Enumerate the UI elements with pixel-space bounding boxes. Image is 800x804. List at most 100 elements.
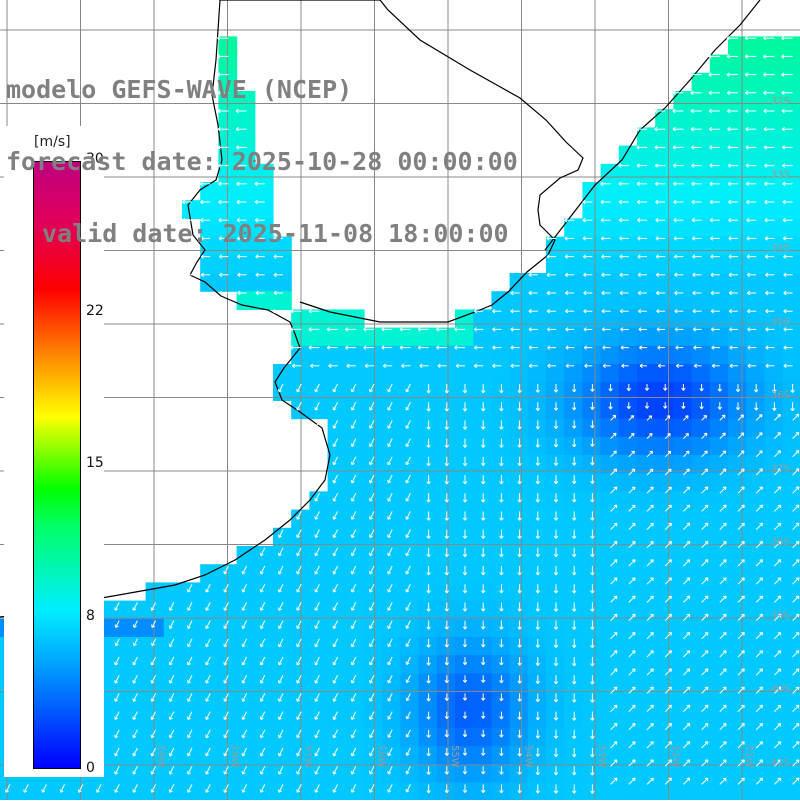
wind-speed-cell [473, 746, 492, 765]
wind-speed-cell [455, 692, 474, 711]
wind-speed-cell [328, 328, 347, 347]
wind-speed-cell [673, 127, 692, 146]
model-name: modelo GEFS-WAVE (NCEP) [6, 78, 518, 102]
wind-speed-cell [655, 200, 674, 219]
wind-speed-cell [619, 200, 638, 219]
valid-date: valid date: 2025-11-08 18:00:00 [6, 222, 518, 246]
wind-speed-cell [437, 692, 456, 711]
wind-speed-cell [764, 200, 783, 219]
wind-speed-cell [692, 419, 711, 438]
wind-speed-cell [619, 146, 638, 165]
wind-speed-cell [692, 382, 711, 401]
wind-speed-cell [655, 437, 674, 456]
colorbar-tick: 22 [86, 303, 104, 319]
wind-speed-cell [328, 346, 347, 365]
wind-speed-cell [746, 164, 765, 183]
wind-speed-cell [728, 783, 747, 800]
wind-speed-cell [655, 346, 674, 365]
wind-speed-cell [655, 382, 674, 401]
wind-speed-cell [710, 55, 729, 74]
wind-speed-cell [510, 273, 529, 292]
wind-speed-cell [728, 36, 747, 55]
wind-speed-cell [673, 437, 692, 456]
wind-speed-cell [673, 346, 692, 365]
wind-speed-cell [783, 419, 800, 438]
wind-speed-cell [455, 728, 474, 747]
wind-speed-cell [710, 146, 729, 165]
wind-speed-cell [710, 419, 729, 438]
wind-speed-cell [655, 109, 674, 128]
wind-speed-cell [710, 200, 729, 219]
longitude-label: 52W [670, 745, 681, 768]
wind-speed-cell [746, 73, 765, 92]
wind-speed-cell [746, 91, 765, 110]
wind-speed-cell [601, 200, 620, 219]
wind-speed-cell [437, 710, 456, 729]
wind-speed-cell [491, 692, 510, 711]
wind-speed-cell [601, 164, 620, 183]
wind-speed-cell [764, 146, 783, 165]
wind-speed-cell [783, 73, 800, 92]
wind-speed-cell [710, 127, 729, 146]
wind-speed-cell [382, 346, 401, 365]
wind-speed-cell [455, 328, 474, 347]
wind-speed-cell [728, 91, 747, 110]
wind-speed-cell [437, 728, 456, 747]
wind-speed-cell [419, 328, 438, 347]
wind-speed-cell [746, 182, 765, 201]
wind-speed-cell [710, 164, 729, 183]
wind-speed-cell [619, 783, 638, 800]
wind-speed-cell [692, 400, 711, 419]
wind-speed-cell [746, 127, 765, 146]
wind-speed-cell [692, 437, 711, 456]
wind-speed-cell [783, 109, 800, 128]
wind-speed-cell [783, 619, 800, 638]
wind-speed-cell [783, 200, 800, 219]
wind-speed-cell [582, 382, 601, 401]
wind-speed-cell [455, 673, 474, 692]
wind-speed-cell [619, 382, 638, 401]
wind-speed-cell [692, 364, 711, 383]
wind-speed-cell [619, 364, 638, 383]
latitude-label: 39S [771, 611, 790, 622]
wind-speed-cell [783, 473, 800, 492]
wind-speed-cell [619, 437, 638, 456]
latitude-label: 36S [771, 390, 790, 401]
wind-speed-cell [728, 73, 747, 92]
wind-speed-cell [637, 200, 656, 219]
map-title: modelo GEFS-WAVE (NCEP) forecast date: 2… [6, 30, 518, 270]
wind-speed-cell [510, 783, 529, 800]
wind-speed-cell [491, 710, 510, 729]
wind-speed-cell [655, 783, 674, 800]
colorbar-tick: 15 [86, 455, 104, 471]
wind-speed-cell [673, 91, 692, 110]
wind-speed-cell [582, 218, 601, 237]
wind-speed-cell [728, 146, 747, 165]
wind-speed-cell [783, 36, 800, 55]
wind-speed-cell [783, 582, 800, 601]
wind-speed-cell [764, 182, 783, 201]
wind-speed-cell [746, 36, 765, 55]
wind-speed-cell [746, 200, 765, 219]
wind-speed-cell [692, 146, 711, 165]
wind-speed-cell [601, 364, 620, 383]
wind-speed-cell [309, 328, 328, 347]
wind-speed-cell [601, 437, 620, 456]
wind-speed-cell [692, 164, 711, 183]
forecast-date: forecast date: 2025-10-28 00:00:00 [6, 150, 518, 174]
wind-speed-cell [619, 164, 638, 183]
wind-speed-cell [673, 400, 692, 419]
wind-speed-cell [637, 419, 656, 438]
wind-speed-cell [673, 146, 692, 165]
wind-speed-cell [364, 346, 383, 365]
wind-speed-cell [710, 91, 729, 110]
wind-speed-cell [764, 73, 783, 92]
wind-speed-cell [364, 328, 383, 347]
wind-speed-cell [655, 218, 674, 237]
wind-speed-cell [783, 146, 800, 165]
wind-speed-cell [783, 637, 800, 656]
wind-speed-cell [673, 182, 692, 201]
wind-speed-cell [655, 419, 674, 438]
wind-speed-cell [728, 419, 747, 438]
longitude-label: 51W [743, 745, 754, 768]
